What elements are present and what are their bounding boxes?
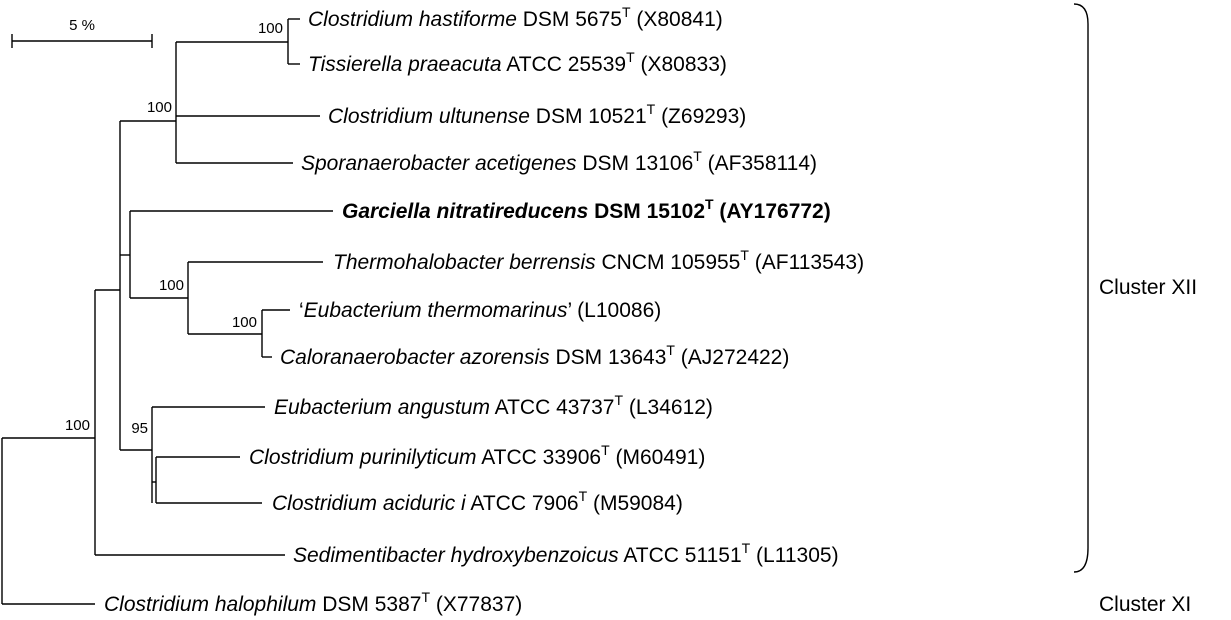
taxon-label: Sedimentibacter hydroxybenzoicus ATCC 51… <box>293 540 839 567</box>
accession-number: (X77837) <box>430 593 522 616</box>
type-strain-mark: T <box>647 101 656 117</box>
taxon-label: ‘Eubacterium thermomarinus’ (L10086) <box>299 299 661 322</box>
type-strain-mark: T <box>693 148 702 164</box>
accession-number: (M60491) <box>610 446 706 469</box>
taxon-label: Clostridium halophilum DSM 5387T (X77837… <box>104 589 522 616</box>
accession-number: (L11305) <box>750 544 838 567</box>
bootstrap-label: 100 <box>232 314 257 331</box>
bootstrap-label: 100 <box>258 20 283 37</box>
strain-id: ATCC 51151 <box>619 544 742 567</box>
type-strain-mark: T <box>622 4 631 20</box>
accession-number: (AF113543) <box>749 251 864 274</box>
accession-number: (AF358114) <box>702 152 817 175</box>
strain-id: DSM 5387 <box>316 593 421 616</box>
taxon-label: Clostridium aciduric i ATCC 7906T (M5908… <box>272 488 683 515</box>
strain-id: ATCC 25539 <box>502 53 627 76</box>
species-name: Clostridium ultunense <box>328 105 530 128</box>
taxon-labels: Clostridium hastiforme DSM 5675T (X80841… <box>104 4 864 616</box>
bootstrap-label: 100 <box>159 277 184 294</box>
type-strain-mark: T <box>579 488 588 504</box>
scale-bar: 5 % <box>11 17 153 48</box>
taxon-label: Caloranaerobacter azorensis DSM 13643T (… <box>280 342 789 369</box>
species-name: Eubacterium angustum <box>274 396 490 419</box>
bootstrap-label: 95 <box>131 420 148 437</box>
taxon-label: Sporanaerobacter acetigenes DSM 13106T (… <box>301 148 817 175</box>
type-strain-mark: T <box>626 49 635 65</box>
accession-number: (AJ272422) <box>675 346 789 369</box>
tree-branches <box>1 18 333 605</box>
species-name: Eubacterium thermomarinus <box>304 299 568 322</box>
type-strain-mark: T <box>601 442 610 458</box>
taxon-label: Clostridium purinilyticum ATCC 33906T (M… <box>249 442 705 469</box>
cluster-xii-label: Cluster XII <box>1099 276 1197 299</box>
strain-id: ATCC 33906 <box>477 446 602 469</box>
bootstrap-label: 100 <box>147 99 172 116</box>
species-name: Clostridium aciduric i <box>272 492 467 515</box>
strain-id: ’ (L10086) <box>567 299 661 322</box>
strain-id: DSM 13643 <box>550 346 667 369</box>
type-strain-mark: T <box>614 392 623 408</box>
species-name: Clostridium purinilyticum <box>249 446 477 469</box>
species-name: Sedimentibacter hydroxybenzoicus <box>293 544 619 567</box>
species-name: Clostridium halophilum <box>104 593 316 616</box>
species-name: Garciella nitratireducens <box>342 200 588 223</box>
accession-number: (M59084) <box>587 492 683 515</box>
bootstrap-label: 100 <box>65 417 90 434</box>
taxon-label: Clostridium ultunense DSM 10521T (Z69293… <box>328 101 746 128</box>
accession-number: (X80833) <box>635 53 727 76</box>
quote-mark: ‘ <box>299 299 304 322</box>
type-strain-mark: T <box>740 247 749 263</box>
bootstrap-values: 100 100 100 100 95 100 <box>65 20 283 437</box>
taxon-label: Eubacterium angustum ATCC 43737T (L34612… <box>274 392 713 419</box>
taxon-label-highlighted: Garciella nitratireducens DSM 15102T (AY… <box>342 196 831 223</box>
species-name: Caloranaerobacter azorensis <box>280 346 550 369</box>
taxon-label: Thermohalobacter berrensis CNCM 105955T … <box>333 247 864 274</box>
accession-number: (L34612) <box>623 396 713 419</box>
species-name: Sporanaerobacter acetigenes <box>301 152 577 175</box>
species-name: Tissierella praeacuta <box>308 53 502 76</box>
type-strain-mark: T <box>705 196 714 212</box>
strain-id: DSM 15102 <box>588 200 705 223</box>
strain-id: ATCC 43737 <box>490 396 615 419</box>
species-name: Thermohalobacter berrensis <box>333 251 596 274</box>
cluster-xi-label: Cluster XI <box>1099 593 1191 616</box>
accession-number: (X80841) <box>631 8 723 31</box>
taxon-label: Tissierella praeacuta ATCC 25539T (X8083… <box>308 49 727 76</box>
strain-id: CNCM 105955 <box>596 251 741 274</box>
strain-id: DSM 13106 <box>577 152 694 175</box>
taxon-label: Clostridium hastiforme DSM 5675T (X80841… <box>308 4 723 31</box>
cluster-annotations: Cluster XII Cluster XI <box>1073 3 1197 616</box>
strain-id: DSM 5675 <box>517 8 622 31</box>
accession-number: (AY176772) <box>714 200 831 223</box>
type-strain-mark: T <box>421 589 430 605</box>
species-name: Clostridium hastiforme <box>308 8 517 31</box>
strain-id: DSM 10521 <box>530 105 647 128</box>
accession-number: (Z69293) <box>655 105 746 128</box>
scale-bar-label: 5 % <box>69 17 95 34</box>
strain-id: ATCC 7906 <box>466 492 579 515</box>
type-strain-mark: T <box>742 540 751 556</box>
cluster-xii-brace <box>1073 3 1089 573</box>
type-strain-mark: T <box>666 342 675 358</box>
